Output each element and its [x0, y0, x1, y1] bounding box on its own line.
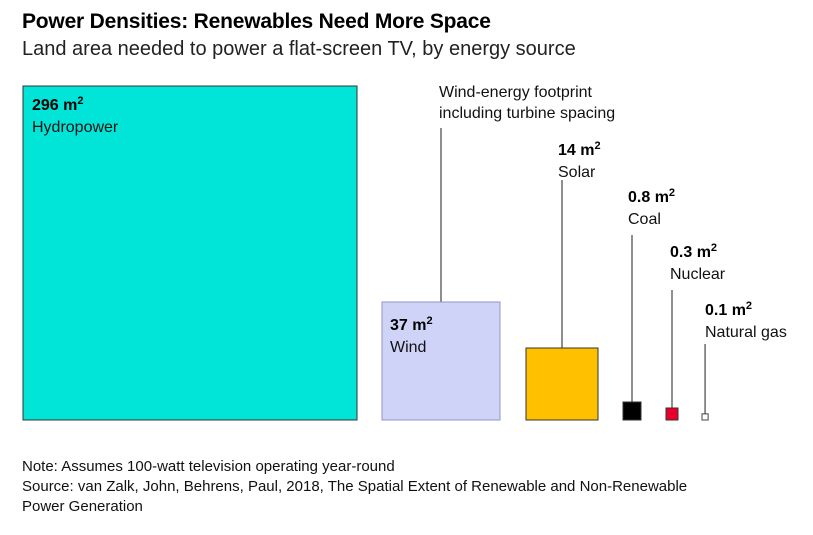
gas-square: [701, 413, 709, 421]
wind-annotation-line-2: including turbine spacing: [439, 105, 615, 122]
chart-title: Power Densities: Renewables Need More Sp…: [22, 10, 491, 33]
source-text-line1: Source: van Zalk, John, Behrens, Paul, 2…: [22, 478, 688, 495]
wind-annotation-line-1: Wind-energy footprint: [439, 84, 593, 101]
gas-name-label: Natural gas: [705, 324, 787, 341]
hydro-name-label: Hydropower: [32, 119, 119, 136]
nuclear-name-label: Nuclear: [670, 266, 726, 283]
source-text-line2: Power Generation: [22, 498, 143, 515]
chart-subtitle: Land area needed to power a flat-screen …: [22, 38, 576, 60]
nuclear-square: [665, 407, 679, 421]
nuclear-value-label: 0.3 m2: [670, 242, 717, 261]
gas-value-label: 0.1 m2: [705, 300, 752, 319]
chart-notes: Note: Assumes 100-watt television operat…: [22, 457, 687, 517]
solar-square: [525, 347, 599, 421]
hydro-square: [22, 85, 358, 421]
note-text: Note: Assumes 100-watt television operat…: [22, 458, 395, 475]
wind-square: [381, 301, 501, 421]
coal-square: [622, 401, 642, 421]
coal-value-label: 0.8 m2: [628, 187, 675, 206]
coal-name-label: Coal: [628, 211, 661, 228]
solar-name-label: Solar: [558, 164, 596, 181]
solar-value-label: 14 m2: [558, 140, 601, 159]
wind-value-label: 37 m2: [390, 315, 433, 334]
hydro-value-label: 296 m2: [32, 95, 84, 114]
wind-name-label: Wind: [390, 339, 426, 356]
